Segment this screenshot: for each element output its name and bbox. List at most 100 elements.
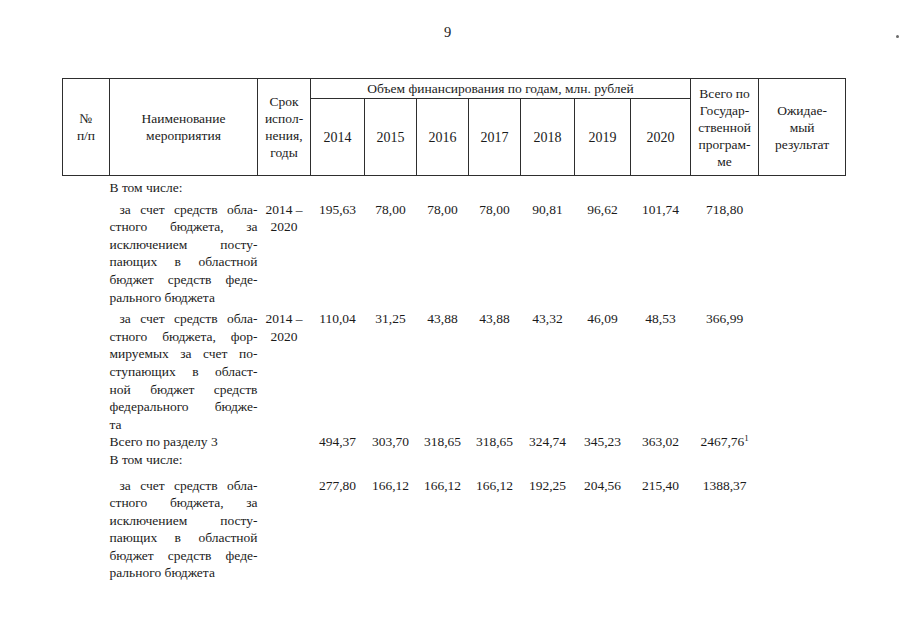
row-term-cell: 2014 –2020 <box>258 306 311 433</box>
row-name-line: та <box>110 416 258 434</box>
row-result-cell <box>759 451 846 469</box>
row-total-cell: 2467,761 <box>691 433 759 451</box>
row-total-cell: 718,80 <box>691 197 759 307</box>
table-header: № п/п Наименование мероприятия Срок испо… <box>63 79 846 176</box>
row-name-cell: Всего по разделу 3 <box>110 433 258 451</box>
table-row: В том числе: <box>63 176 846 197</box>
row-value-cell: 195,63 <box>311 197 365 307</box>
row-name-cell: засчетсредствобла-стногобюджета,заисключ… <box>110 197 258 307</box>
header-cell-year: 2014 <box>311 99 365 176</box>
row-value-cell <box>631 176 691 197</box>
row-name-line: мируемыхзасчетпо- <box>110 345 258 363</box>
row-value-cell <box>417 451 469 469</box>
row-name-line: В том числе: <box>110 179 258 197</box>
row-value-cell: 324,74 <box>521 433 575 451</box>
header-cell-number: № п/п <box>63 79 110 176</box>
row-number-cell <box>63 451 110 469</box>
row-value-cell: 78,00 <box>365 197 417 307</box>
row-value-cell <box>521 451 575 469</box>
header-cell-year: 2016 <box>417 99 469 176</box>
row-value-cell: 363,02 <box>631 433 691 451</box>
row-value-cell: 96,62 <box>575 197 631 307</box>
row-name-line: засчетсредствобла- <box>110 310 258 328</box>
row-result-cell <box>759 176 846 197</box>
row-name-line: пающихвобластной <box>110 253 258 271</box>
row-name-cell: В том числе: <box>110 176 258 197</box>
header-cell-funding-group: Объем финансирования по годам, млн. рубл… <box>311 79 691 99</box>
row-name-line: В том числе: <box>110 451 258 469</box>
row-value-cell: 215,40 <box>631 469 691 583</box>
row-term-line: 2020 <box>258 218 311 236</box>
row-value-cell: 192,25 <box>521 469 575 583</box>
row-number-cell <box>63 306 110 433</box>
row-name-line: ступающихвобласт- <box>110 363 258 381</box>
row-value-cell: 78,00 <box>417 197 469 307</box>
row-name-line: стногобюджета,за <box>110 494 258 512</box>
header-row-group: № п/п Наименование мероприятия Срок испо… <box>63 79 846 99</box>
row-name-line: пающихвобластной <box>110 529 258 547</box>
row-term-line: 2014 – <box>258 310 311 328</box>
financing-table: № п/п Наименование мероприятия Срок испо… <box>62 78 846 582</box>
row-value-cell: 46,09 <box>575 306 631 433</box>
row-value-cell: 494,37 <box>311 433 365 451</box>
row-value-cell <box>365 176 417 197</box>
row-value-cell: 166,12 <box>469 469 521 583</box>
row-number-cell <box>63 433 110 451</box>
row-value-cell: 204,56 <box>575 469 631 583</box>
row-name-line: рального бюджета <box>110 289 258 307</box>
row-name-line: бюджетсредствфеде- <box>110 271 258 289</box>
row-value-cell: 318,65 <box>417 433 469 451</box>
row-term-line: 2020 <box>258 328 311 346</box>
row-name-line: стногобюджета,за <box>110 218 258 236</box>
row-total-cell <box>691 176 759 197</box>
row-total-cell: 366,99 <box>691 306 759 433</box>
table-row: засчетсредствобла-стногобюджета,фор-миру… <box>63 306 846 433</box>
table-row: В том числе: <box>63 451 846 469</box>
header-cell-year: 2018 <box>521 99 575 176</box>
row-value-cell <box>631 451 691 469</box>
row-value-cell: 43,88 <box>469 306 521 433</box>
row-value-cell <box>575 176 631 197</box>
row-term-cell <box>258 469 311 583</box>
row-number-cell <box>63 469 110 583</box>
row-value-cell <box>417 176 469 197</box>
header-cell-total: Всего по Государ- ственной програм- ме <box>691 79 759 176</box>
row-value-cell: 166,12 <box>417 469 469 583</box>
header-cell-year: 2019 <box>575 99 631 176</box>
row-value-cell: 43,88 <box>417 306 469 433</box>
row-number-cell <box>63 176 110 197</box>
row-name-line: федеральногобюдже- <box>110 398 258 416</box>
row-value-cell <box>469 176 521 197</box>
row-name-cell: засчетсредствобла-стногобюджета,заисключ… <box>110 469 258 583</box>
row-value-cell: 318,65 <box>469 433 521 451</box>
row-name-line: рального бюджета <box>110 564 258 582</box>
document-page: 9 № п/п Наименование мероприятия Срок ис… <box>0 0 905 640</box>
row-term-cell <box>258 451 311 469</box>
row-result-cell <box>759 306 846 433</box>
header-cell-year: 2020 <box>631 99 691 176</box>
row-number-cell <box>63 197 110 307</box>
row-value-cell: 345,23 <box>575 433 631 451</box>
footnote-marker: 1 <box>744 433 749 443</box>
row-name-line: бюджетсредствфеде- <box>110 547 258 565</box>
row-name-line: засчетсредствобла- <box>110 477 258 495</box>
row-name-line: исключениемпосту- <box>110 512 258 530</box>
row-term-cell <box>258 433 311 451</box>
row-term-cell: 2014 –2020 <box>258 197 311 307</box>
row-value-cell <box>521 176 575 197</box>
row-term-line: 2014 – <box>258 201 311 219</box>
row-value-cell: 78,00 <box>469 197 521 307</box>
row-value-cell: 110,04 <box>311 306 365 433</box>
row-value-cell: 43,32 <box>521 306 575 433</box>
row-value-cell: 277,80 <box>311 469 365 583</box>
header-cell-name: Наименование мероприятия <box>110 79 258 176</box>
row-value-cell: 303,70 <box>365 433 417 451</box>
row-name-line: Всего по разделу 3 <box>110 433 258 451</box>
row-result-cell <box>759 469 846 583</box>
row-total-cell <box>691 451 759 469</box>
row-result-cell <box>759 433 846 451</box>
row-value-cell <box>365 451 417 469</box>
table-row: засчетсредствобла-стногобюджета,заисключ… <box>63 469 846 583</box>
header-cell-result: Ожидае- мый результат <box>759 79 846 176</box>
row-name-line: стногобюджета,фор- <box>110 328 258 346</box>
